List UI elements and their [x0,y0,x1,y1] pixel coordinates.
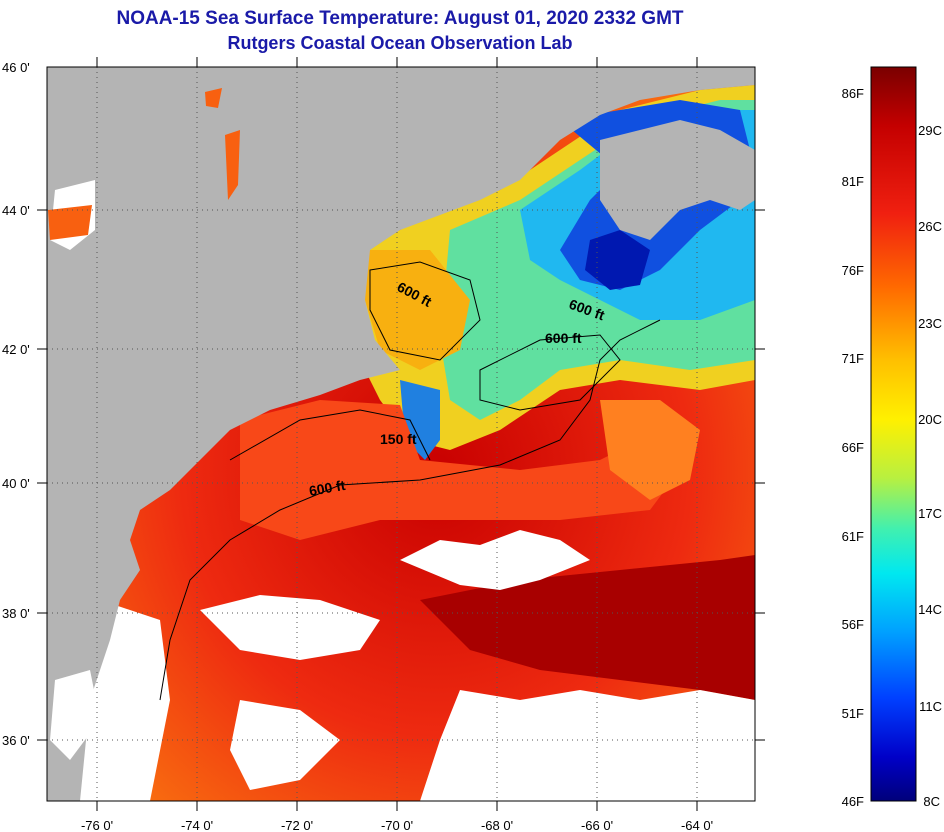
warm-core-ring [600,400,700,500]
colorbar [870,66,917,802]
map-subtitle: Rutgers Coastal Ocean Observation Lab [227,33,573,53]
lon-label: -74 0' [181,818,213,832]
lon-label: -72 0' [281,818,313,832]
contour-150 [229,409,431,461]
nova-scotia [600,120,755,240]
colorbar-c-label: 11C [919,699,942,714]
lake-patch-3 [48,205,92,240]
colorbar-c-label: 8C [923,794,940,809]
map-border [46,66,756,802]
contour-label: 600 ft [308,477,347,499]
colorbar-c-label: 23C [918,316,942,331]
cold-core [585,230,650,290]
map-title: NOAA-15 Sea Surface Temperature: August … [116,8,684,29]
depth-contours [159,261,661,701]
contour-label: 150 ft [380,431,417,447]
map-panel [47,67,755,801]
colorbar-f-labels: 86F 81F 76F 71F 66F 61F 56F 51F 46F [842,86,864,809]
lon-label: -64 0' [681,818,713,832]
lat-label: 40 0' [2,476,30,491]
lat-label: 46 0' [2,60,30,75]
colorbar-c-label: 26C [918,219,942,234]
lon-label: -70 0' [381,818,413,832]
contour-600-shelf-edge [159,319,661,701]
lat-label: 36 0' [2,733,30,748]
colorbar-f-label: 86F [842,86,864,101]
colorbar-f-label: 66F [842,440,864,455]
colorbar-f-label: 71F [842,351,864,366]
warm-inner-gulf [365,250,470,370]
north-america-land [47,67,755,801]
colorbar-f-label: 76F [842,263,864,278]
contour-600-gulf [369,261,481,361]
colorbar-c-label: 17C [918,506,942,521]
colorbar-c-labels: 29C 26C 23C 20C 17C 14C 11C 8C [918,123,942,809]
lat-label: 42 0' [2,342,30,357]
colorbar-c-label: 20C [918,412,942,427]
colorbar-f-label: 81F [842,174,864,189]
shelf-warm-band [240,400,680,540]
lat-label: 44 0' [2,203,30,218]
colorbar-f-label: 51F [842,706,864,721]
axis-ticks [37,57,765,811]
lon-label: -68 0' [481,818,513,832]
colorbar-c-label: 14C [918,602,942,617]
lon-label: -66 0' [581,818,613,832]
contour-600-georges [479,334,621,411]
colorbar-f-label: 56F [842,617,864,632]
colorbar-f-label: 46F [842,794,864,809]
lake-patch-1 [205,88,222,108]
graticule [47,67,755,801]
lat-label: 38 0' [2,606,30,621]
contour-label: 600 ft [545,330,582,346]
cloud-patch-3 [420,690,755,801]
cloud-patch-1 [400,530,590,590]
lake-patch-2 [225,130,240,200]
colorbar-f-label: 61F [842,529,864,544]
colorbar-c-label: 29C [918,123,942,138]
cloud-patch-4 [230,700,340,790]
chesapeake-area [50,670,100,760]
long-island [235,370,340,400]
lon-label: -76 0' [81,818,113,832]
gulf-stream [420,555,755,700]
cloud-patch-2 [200,595,380,660]
